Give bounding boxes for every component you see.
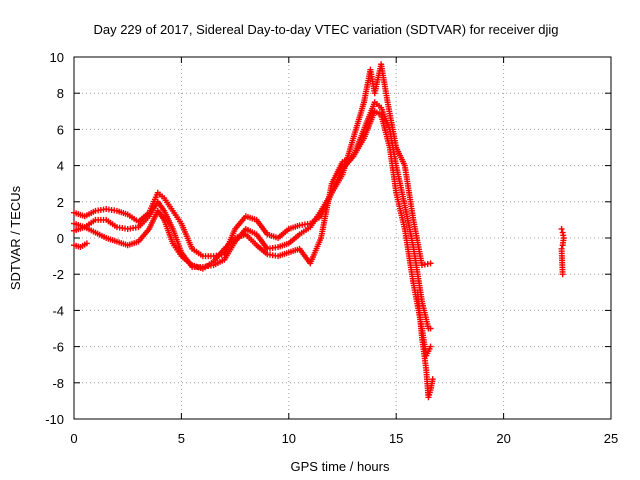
data-marks [71,61,567,400]
x-axis-label: GPS time / hours [291,459,390,474]
x-tick-label: 20 [496,431,510,446]
series-isolated-cluster [559,226,567,277]
y-tick-label: 8 [57,86,64,101]
y-tick-label: -2 [52,267,64,282]
series-track-4 [71,240,436,400]
chart-title: Day 229 of 2017, Sidereal Day-to-day VTE… [93,22,558,37]
grid [74,57,611,419]
y-tick-label: 6 [57,122,64,137]
series-track-1 [71,61,434,268]
y-tick-labels: -10 -8 -6 -4 -2 0 2 4 6 8 10 [45,50,64,427]
y-tick-label: -4 [52,303,64,318]
y-tick-label: 10 [50,50,64,65]
y-tick-label: 4 [57,159,64,174]
data-point [559,226,565,232]
y-tick-label: -6 [52,340,64,355]
y-tick-label: 0 [57,231,64,246]
x-tick-label: 10 [282,431,296,446]
y-tick-label: 2 [57,195,64,210]
data-point [428,260,434,266]
x-tick-label: 25 [604,431,618,446]
y-axis-label: SDTVAR / TECUs [8,185,23,290]
x-tick-label: 0 [70,431,77,446]
chart: Day 229 of 2017, Sidereal Day-to-day VTE… [0,0,640,480]
y-tick-label: -8 [52,376,64,391]
y-tick-label: -10 [45,412,64,427]
x-tick-labels: 0 5 10 15 20 25 [70,431,618,446]
x-tick-label: 5 [178,431,185,446]
x-tick-label: 15 [389,431,403,446]
